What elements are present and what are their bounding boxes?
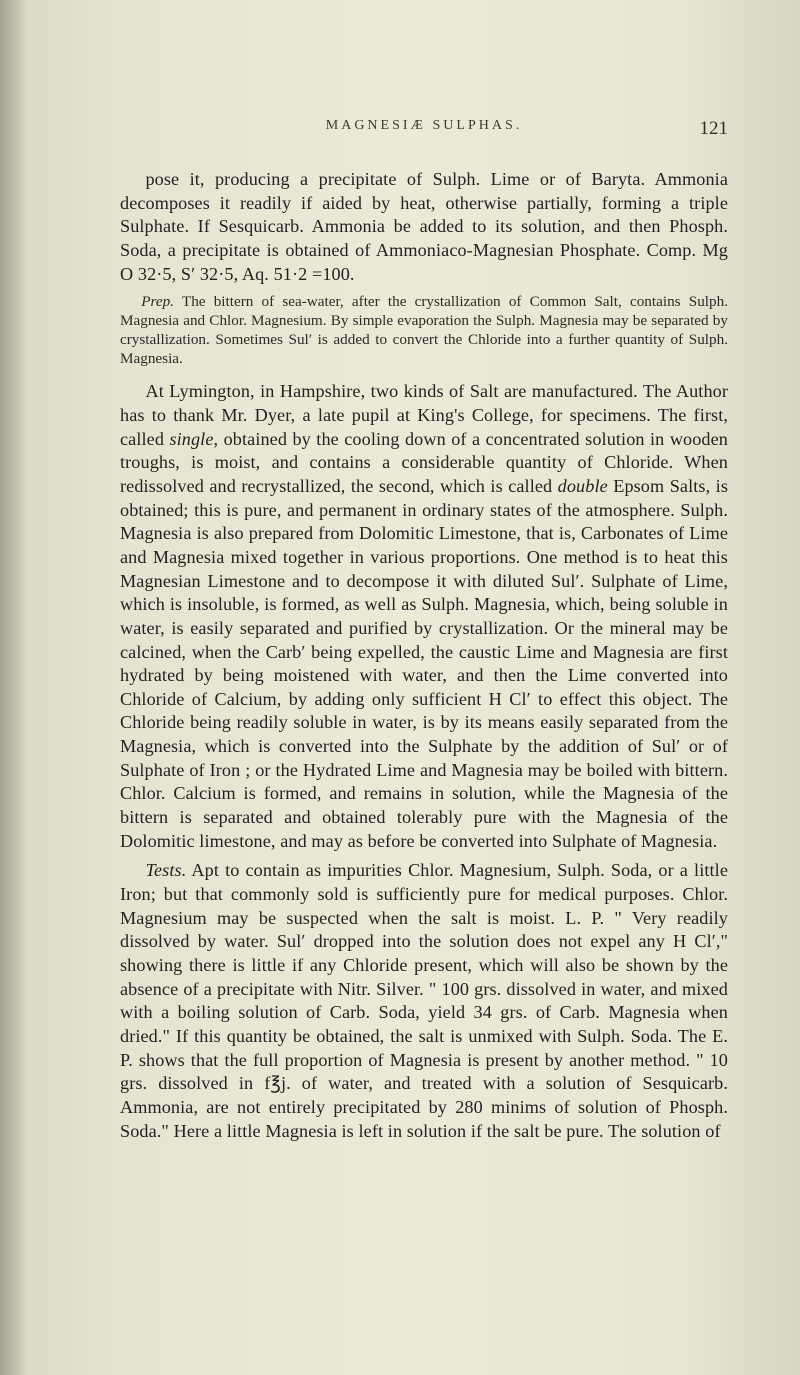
prep-label: Prep. <box>141 293 174 310</box>
tests-paragraph: Tests. Apt to contain as impurities Chlo… <box>120 859 728 1143</box>
body-paragraph-2: At Lymington, in Hampshire, two kinds of… <box>120 380 728 853</box>
tests-label: Tests. <box>145 860 186 880</box>
body-paragraph-1: pose it, producing a precipitate of Sulp… <box>120 168 728 286</box>
tests-body: Apt to contain as impurities Chlor. Magn… <box>120 860 728 1140</box>
prep-body: The bittern of sea-water, after the crys… <box>120 293 728 367</box>
page-header: MAGNESIÆ SULPHAS. 121 <box>120 118 728 140</box>
p2-c: Epsom Salts, is obtained; this is pure, … <box>120 476 728 851</box>
prep-paragraph: Prep. The bittern of sea-water, after th… <box>120 292 728 368</box>
running-head: MAGNESIÆ SULPHAS. <box>326 118 522 134</box>
page-number: 121 <box>700 118 729 140</box>
p2-double: double <box>558 476 608 496</box>
scanned-page: MAGNESIÆ SULPHAS. 121 pose it, producing… <box>0 0 800 1375</box>
p2-single: single <box>169 429 213 449</box>
